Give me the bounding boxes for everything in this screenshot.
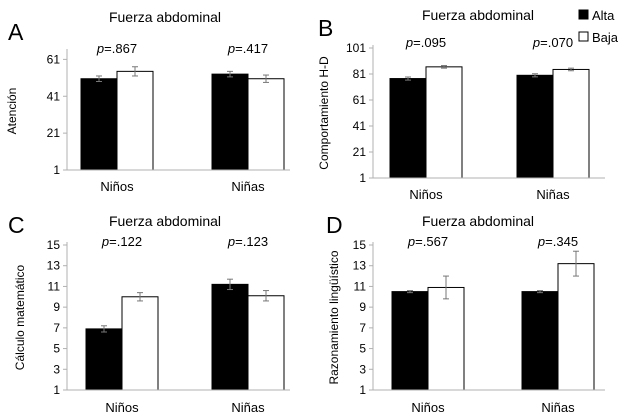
bar-baja (427, 286, 465, 391)
x-category-label: Niños (105, 400, 139, 415)
y-tick-label: 9 (359, 300, 366, 314)
y-tick-label: 5 (53, 342, 60, 356)
y-tick-label: 15 (47, 238, 61, 252)
panel-letter: D (326, 212, 343, 238)
bar-baja (247, 78, 285, 171)
bar-baja (557, 263, 595, 391)
y-tick-label: 1 (53, 163, 60, 177)
y-tick-label: 13 (47, 259, 61, 273)
x-category-label: Niños (409, 187, 443, 202)
chart-title: Fuerza abdominal (422, 213, 534, 229)
y-tick-label: 21 (353, 145, 367, 159)
legend-swatch-alta (578, 9, 589, 20)
bar-baja (116, 70, 154, 171)
y-tick-label: 41 (353, 119, 367, 133)
chart-panel-d: D Fuerza abdominal13579111315Razonamiento… (326, 212, 605, 415)
y-tick-label: 9 (53, 300, 60, 314)
y-axis-title: Comportamiento H-D (317, 56, 331, 170)
p-value-label: p=.122 (101, 234, 142, 249)
x-category-label: Niñas (541, 400, 575, 415)
bar-alta (211, 283, 249, 391)
bar-alta (85, 328, 123, 391)
p-value-label: p=.345 (537, 234, 578, 249)
y-tick-label: 21 (47, 126, 61, 140)
bar-alta (211, 73, 249, 171)
legend-swatch-baja (578, 31, 589, 42)
legend-label: Alta (592, 8, 615, 23)
bar-baja (425, 66, 463, 179)
panel-letter: B (318, 15, 333, 41)
panel-letter: A (8, 19, 24, 45)
chart-panel-a: A Fuerza abdominal 1 21 41 61 Atención p=.867 Ni… (5, 9, 290, 194)
y-tick-label: 1 (53, 383, 60, 397)
bar-alta (391, 291, 429, 391)
y-tick-label: 41 (47, 89, 61, 103)
y-tick-label: 3 (53, 362, 60, 376)
y-tick-label: 1 (359, 171, 366, 185)
y-tick-label: 13 (353, 259, 367, 273)
p-value-label: p=.123 (227, 234, 268, 249)
p-value-label: p=.867 (96, 41, 137, 56)
y-tick-label: 11 (354, 279, 367, 293)
legend-label: Baja (592, 30, 619, 45)
y-axis-title: Atención (5, 88, 19, 135)
bar-alta (521, 291, 559, 391)
p-value-label: p=.070 (532, 35, 573, 50)
x-category-label: Niñas (536, 187, 570, 202)
bar-baja (247, 295, 285, 391)
y-tick-label: 11 (48, 279, 61, 293)
bar-baja (121, 296, 159, 391)
x-category-label: Niñas (231, 179, 265, 194)
y-tick-label: 3 (359, 362, 366, 376)
x-category-label: Niñas (231, 400, 265, 415)
y-tick-label: 5 (359, 342, 366, 356)
y-axis-title: Cálculo matemático (13, 264, 27, 370)
y-tick-label: 81 (353, 67, 367, 81)
legend: Alta Baja (578, 8, 619, 45)
y-tick-label: 15 (353, 238, 367, 252)
p-value-label: p=.095 (405, 35, 446, 50)
x-category-label: Niños (411, 400, 445, 415)
chart-title: Fuerza abdominal (109, 213, 221, 229)
bar-alta (80, 78, 118, 171)
y-tick-label: 61 (353, 93, 367, 107)
chart-title: Fuerza abdominal (422, 7, 534, 23)
chart-panel-b: B Fuerza abdominal 1 21 41 61 81 101 Comportamie… (317, 7, 605, 202)
panel-letter: C (8, 212, 25, 238)
p-value-label: p=.417 (227, 41, 268, 56)
y-axis-title: Razonamiento lingüístico (327, 250, 341, 384)
bar-alta (516, 74, 554, 179)
chart-title: Fuerza abdominal (109, 9, 221, 25)
x-category-label: Niños (100, 179, 134, 194)
y-tick-label: 1 (359, 383, 366, 397)
y-tick-label: 7 (359, 321, 366, 335)
bar-baja (552, 68, 590, 179)
p-value-label: p=.567 (407, 234, 448, 249)
y-tick-label: 61 (47, 52, 61, 66)
y-tick-label: 101 (346, 41, 366, 55)
bar-alta (389, 78, 427, 179)
y-tick-label: 7 (53, 321, 60, 335)
